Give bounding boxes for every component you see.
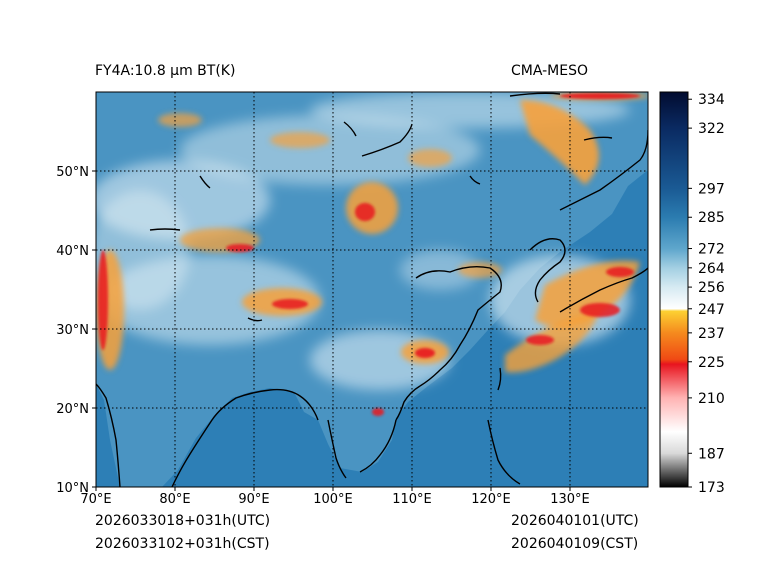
- lat-labels: 10°N 20°N 30°N 40°N 50°N: [56, 165, 89, 496]
- graticule: [96, 92, 648, 487]
- colorbar-gradient: [659, 91, 689, 488]
- lon-labels: 70°E 80°E 90°E 100°E 110°E 120°E 130°E: [80, 492, 589, 507]
- cloud-hot-layer: [98, 93, 640, 416]
- lat-label: 50°N: [56, 165, 89, 180]
- colorbar: 334 322 297 285 272 264 256 247 237 225 210 187 173: [659, 91, 725, 496]
- colorbar-tick-label: 173: [698, 480, 725, 496]
- coastlines: [96, 92, 648, 487]
- lon-label: 70°E: [80, 492, 111, 507]
- colorbar-tick-label: 272: [698, 242, 725, 258]
- valid-time-cst: 2026040109(CST): [511, 536, 639, 552]
- map-frame: [95, 91, 649, 488]
- init-time-cst: 2026033102+031h(CST): [95, 536, 270, 552]
- lat-label: 20°N: [56, 402, 89, 417]
- axis-ticks: [92, 170, 571, 491]
- cloud-warm-layer: [96, 92, 648, 373]
- valid-time-utc: 2026040101(UTC): [511, 513, 639, 529]
- lat-label: 30°N: [56, 323, 89, 338]
- map-plot-area: [96, 92, 648, 487]
- lon-label: 90°E: [238, 492, 269, 507]
- title-left: FY4A:10.8 µm BT(K): [95, 63, 236, 79]
- colorbar-tick-label: 334: [698, 92, 725, 108]
- colorbar-tick-label: 210: [698, 391, 725, 407]
- lat-label: 10°N: [56, 481, 89, 496]
- colorbar-tick-label: 237: [698, 326, 725, 342]
- init-time-utc: 2026033018+031h(UTC): [95, 513, 271, 529]
- colorbar-ticks: 334 322 297 285 272 264 256 247 237 225 210 187 173: [688, 92, 725, 496]
- lon-label: 80°E: [159, 492, 190, 507]
- colorbar-tick-label: 285: [698, 210, 725, 226]
- lon-label: 130°E: [550, 492, 590, 507]
- lon-label: 110°E: [392, 492, 432, 507]
- colorbar-tick-label: 256: [698, 280, 725, 296]
- colorbar-tick-label: 297: [698, 181, 725, 197]
- colorbar-tick-label: 322: [698, 121, 725, 137]
- colorbar-tick-label: 264: [698, 261, 725, 277]
- colorbar-tick-label: 187: [698, 446, 725, 462]
- lat-label: 40°N: [56, 244, 89, 259]
- lon-label: 100°E: [313, 492, 353, 507]
- lon-label: 120°E: [471, 492, 511, 507]
- colorbar-tick-label: 247: [698, 302, 725, 318]
- title-right: CMA-MESO: [511, 63, 589, 79]
- colorbar-tick-label: 225: [698, 355, 725, 371]
